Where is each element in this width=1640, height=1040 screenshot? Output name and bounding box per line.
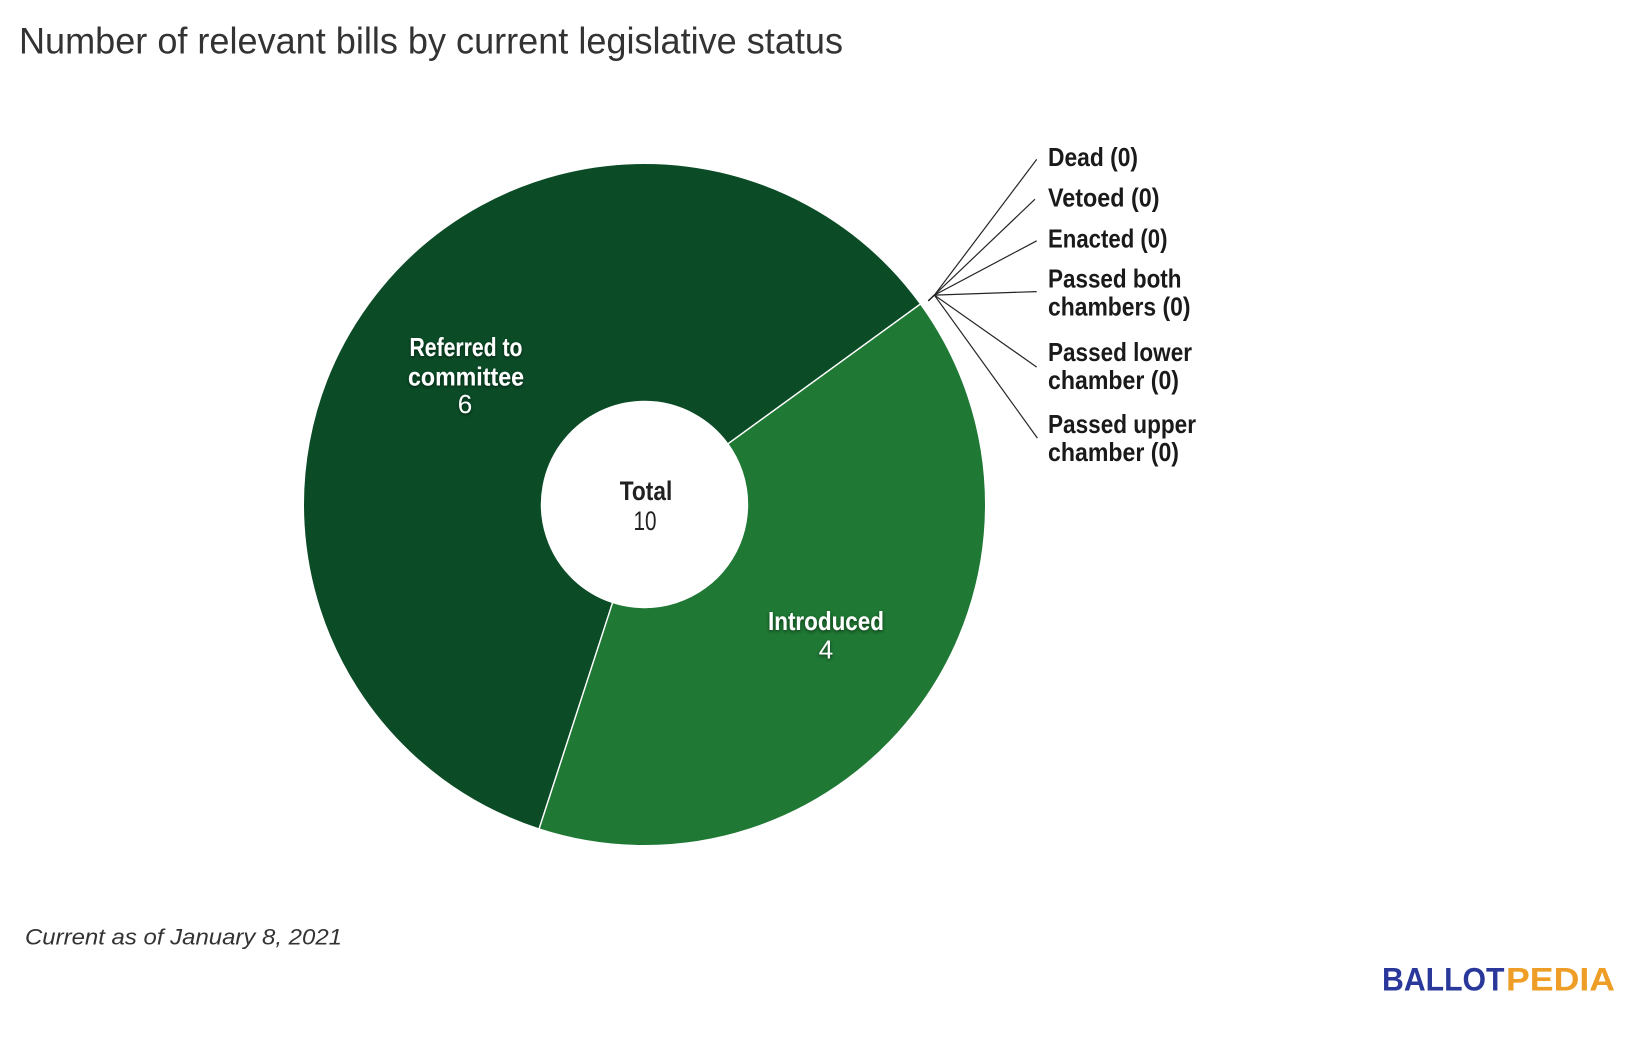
svg-text:Dead (0): Dead (0) <box>1048 142 1138 172</box>
svg-text:Passed both: Passed both <box>1048 263 1182 293</box>
svg-text:Vetoed (0): Vetoed (0) <box>1048 182 1160 212</box>
svg-text:Total: Total <box>620 476 673 506</box>
svg-text:Passed upper: Passed upper <box>1048 409 1196 439</box>
svg-text:chamber (0): chamber (0) <box>1048 365 1179 395</box>
svg-text:PEDIA: PEDIA <box>1506 962 1615 998</box>
svg-text:Enacted (0): Enacted (0) <box>1048 224 1168 254</box>
svg-text:4: 4 <box>819 635 833 665</box>
svg-text:Number of relevant bills by cu: Number of relevant bills by current legi… <box>19 21 843 62</box>
svg-text:Passed lower: Passed lower <box>1048 337 1192 367</box>
svg-text:chamber (0): chamber (0) <box>1048 437 1179 467</box>
svg-text:BALLOT: BALLOT <box>1382 962 1505 998</box>
svg-text:10: 10 <box>634 506 657 536</box>
svg-text:Current as of January 8, 2021: Current as of January 8, 2021 <box>25 925 342 950</box>
svg-text:6: 6 <box>458 389 472 419</box>
svg-text:committee: committee <box>408 362 524 392</box>
svg-text:chambers (0): chambers (0) <box>1048 292 1191 322</box>
svg-text:Introduced: Introduced <box>768 606 884 636</box>
svg-text:Referred to: Referred to <box>410 332 523 362</box>
